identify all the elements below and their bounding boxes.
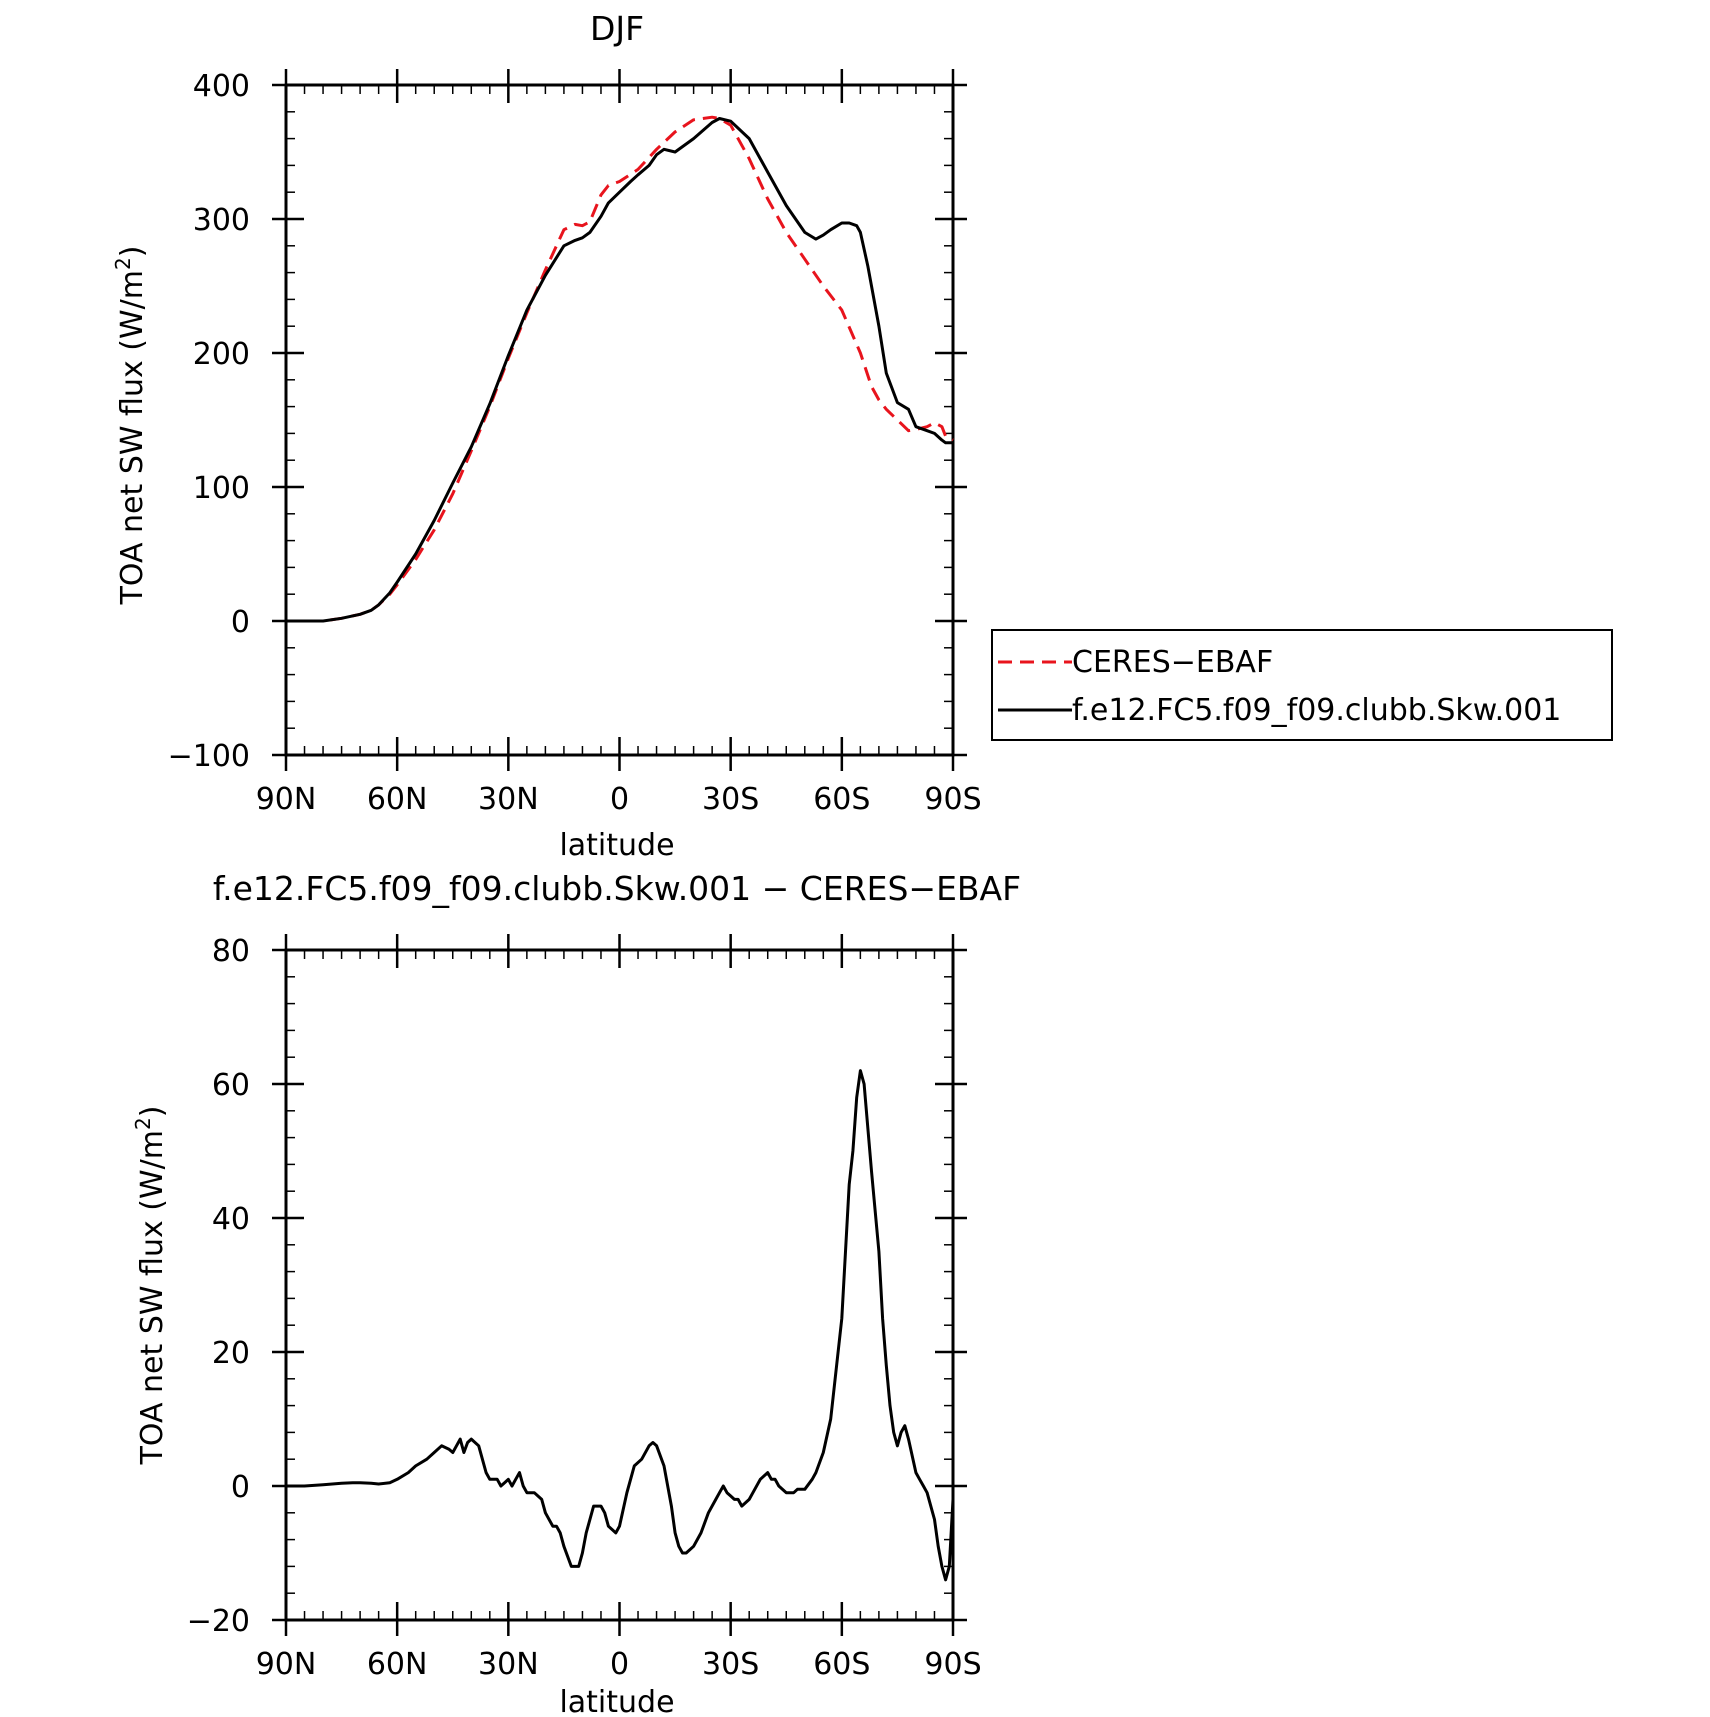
x-tick-label: 0 xyxy=(610,782,629,817)
chart-title: DJF xyxy=(590,9,644,48)
series-line-f-e12-fc5-f09-f09-clubb-skw-001 xyxy=(286,117,953,623)
x-tick-label: 30S xyxy=(702,1647,759,1682)
legend-box xyxy=(991,629,1613,741)
x-axis-label: latitude xyxy=(559,828,674,863)
legend-label-ceres-ebaf: CERES−EBAF xyxy=(1072,645,1273,680)
y-tick-label: −100 xyxy=(168,739,250,774)
y-tick-label: 100 xyxy=(193,471,250,506)
y-tick-label: 60 xyxy=(212,1068,250,1103)
x-tick-label: 60N xyxy=(367,782,428,817)
y-tick-label: 40 xyxy=(212,1202,250,1237)
y-tick-label: 0 xyxy=(231,605,250,640)
y-tick-label: 0 xyxy=(231,1470,250,1505)
zonal-mean-panel: DJF −100 0 100 200 300 400 90N 60N 30N 0 30S 60S 90S… xyxy=(111,9,1613,863)
difference-panel: f.e12.FC5.f09_f09.clubb.Skw.001 − CERES−… xyxy=(131,869,1021,1717)
y-axis-label-text: TOA net SW flux (W/m xyxy=(135,1130,170,1465)
y-axis-label-tail: ) xyxy=(115,246,150,258)
y-tick-label: 400 xyxy=(193,69,250,104)
x-tick-label: 30S xyxy=(702,782,759,817)
y-tick-label: 300 xyxy=(193,203,250,238)
plot-area: −20 0 20 40 60 80 90N 60N 30N 0 30S 60S 90S xyxy=(187,934,982,1682)
x-tick-label: 90N xyxy=(256,1647,317,1682)
x-tick-label: 30N xyxy=(478,1647,539,1682)
y-tick-label: 20 xyxy=(212,1336,250,1371)
x-axis-label: latitude xyxy=(559,1685,674,1717)
y-axis-label-tail: ) xyxy=(135,1106,170,1118)
legend: CERES−EBAF f.e12.FC5.f09_f09.clubb.Skw.0… xyxy=(991,629,1613,741)
y-axis-label-text: TOA net SW flux (W/m xyxy=(115,270,150,605)
y-axis-label: TOA net SW flux (W/m2) xyxy=(111,246,150,606)
x-tick-label: 90S xyxy=(924,1647,981,1682)
x-tick-label: 60S xyxy=(813,782,870,817)
y-axis-label-superscript: 2 xyxy=(111,257,135,270)
x-tick-label: 90S xyxy=(924,782,981,817)
plot-area: −100 0 100 200 300 400 90N 60N 30N 0 30S 60S 90S xyxy=(168,69,982,817)
series-line-difference xyxy=(286,1069,955,1582)
x-tick-label: 0 xyxy=(610,1647,629,1682)
plot-frame xyxy=(284,83,955,757)
y-axis-label: TOA net SW flux (W/m2) xyxy=(131,1106,170,1466)
y-tick-label: −20 xyxy=(187,1604,250,1639)
y-tick-label: 80 xyxy=(212,934,250,969)
y-axis-label-superscript: 2 xyxy=(131,1117,155,1130)
y-tick-label: 200 xyxy=(193,337,250,372)
x-tick-label: 60N xyxy=(367,1647,428,1682)
legend-label-model: f.e12.FC5.f09_f09.clubb.Skw.001 xyxy=(1072,693,1561,728)
x-tick-label: 60S xyxy=(813,1647,870,1682)
chart-title: f.e12.FC5.f09_f09.clubb.Skw.001 − CERES−… xyxy=(213,869,1021,908)
x-tick-label: 30N xyxy=(478,782,539,817)
series-line-ceres-ebaf xyxy=(286,115,954,623)
x-tick-label: 90N xyxy=(256,782,317,817)
